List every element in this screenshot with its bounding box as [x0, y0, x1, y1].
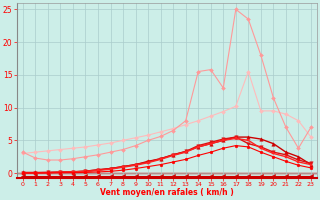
X-axis label: Vent moyen/en rafales ( km/h ): Vent moyen/en rafales ( km/h ): [100, 188, 234, 197]
